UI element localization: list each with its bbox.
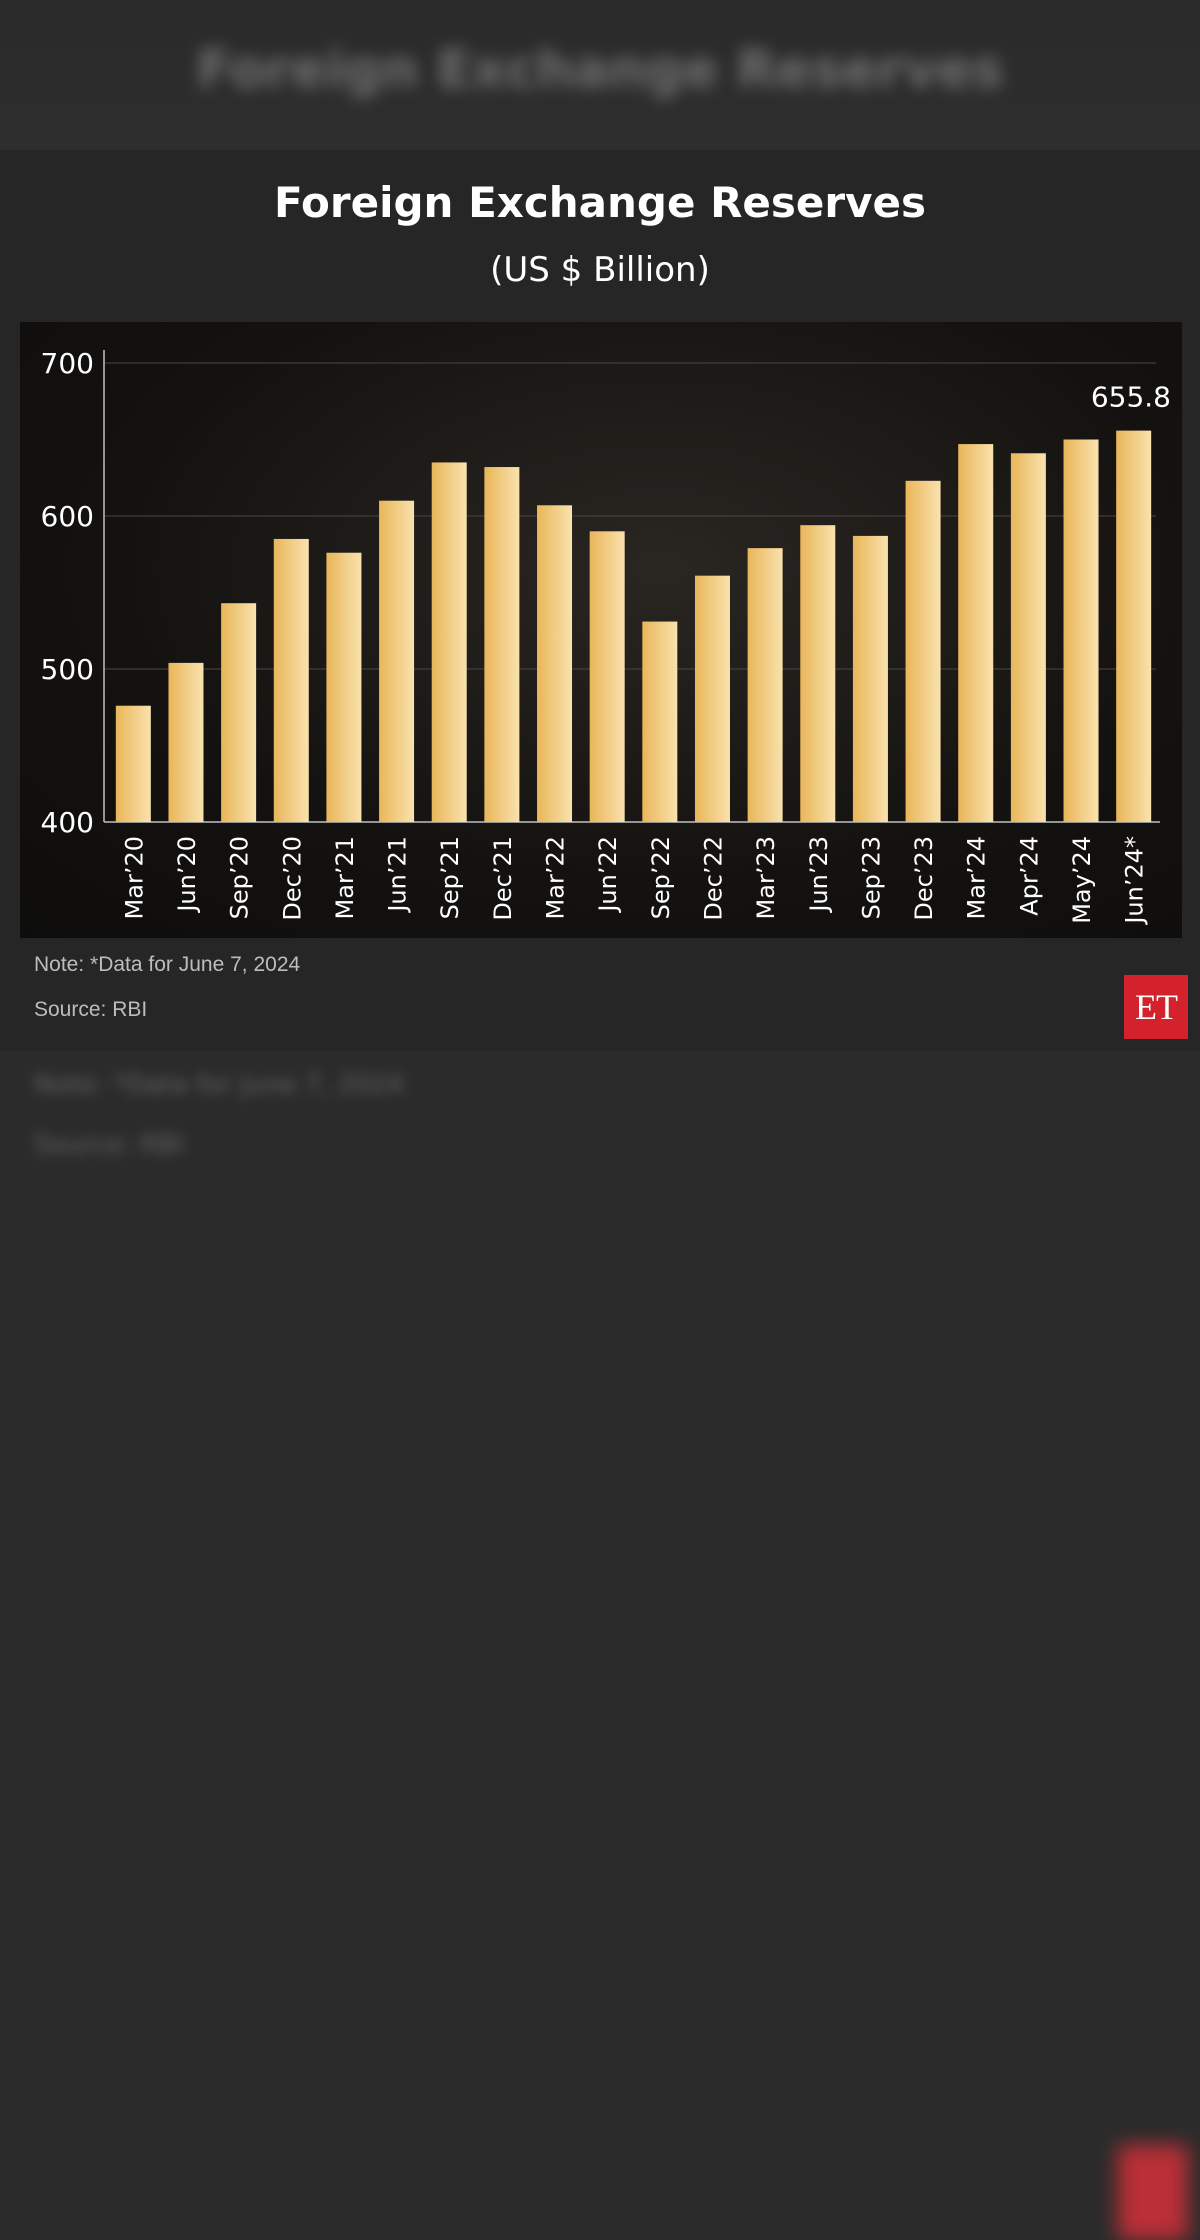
x-tick-label: Mar’22 xyxy=(542,836,570,919)
bar xyxy=(694,575,730,822)
bar xyxy=(905,480,941,822)
blurred-source-echo: Source: RBI xyxy=(34,1130,184,1160)
x-tick-label: Mar’20 xyxy=(120,836,148,919)
bar xyxy=(431,462,467,822)
x-tick-label: May’24 xyxy=(1068,836,1096,924)
bar xyxy=(484,467,520,822)
bar xyxy=(326,552,362,822)
bar xyxy=(1063,439,1099,822)
x-tick-label: Sep’21 xyxy=(436,836,464,919)
chart-title: Foreign Exchange Reserves xyxy=(274,178,926,227)
x-tick-label: Jun’24* xyxy=(1121,836,1149,926)
bar xyxy=(1010,453,1046,822)
bar xyxy=(273,538,309,822)
x-tick-label: Jun’20 xyxy=(173,836,201,914)
bar xyxy=(537,505,573,822)
bar xyxy=(1116,430,1152,822)
x-tick-label: Mar’23 xyxy=(752,836,780,919)
x-tick-label: Sep’20 xyxy=(226,836,254,919)
y-tick-label: 600 xyxy=(41,500,94,533)
x-tick-label: Sep’23 xyxy=(857,836,885,919)
source-text: Source: RBI xyxy=(34,998,148,1021)
x-tick-label: Mar’21 xyxy=(331,836,359,919)
bar xyxy=(958,444,994,822)
x-tick-label: Dec’21 xyxy=(489,836,517,921)
blurred-background-top: Foreign Exchange Reserves xyxy=(0,0,1200,150)
x-tick-label: Jun’21 xyxy=(384,836,412,914)
bar xyxy=(642,621,678,822)
bar xyxy=(747,548,783,822)
blurred-title-echo: Foreign Exchange Reserves xyxy=(196,40,1004,100)
footnote: Note: *Data for June 7, 2024 xyxy=(34,953,301,976)
x-tick-label: Jun’22 xyxy=(594,836,622,914)
bar xyxy=(589,531,625,822)
y-tick-label: 700 xyxy=(41,347,94,380)
x-tick-label: Dec’22 xyxy=(699,836,727,921)
data-label: 655.8 xyxy=(1091,381,1171,414)
et-logo: ET xyxy=(1124,975,1188,1039)
bar xyxy=(852,535,888,822)
x-tick-label: Dec’23 xyxy=(910,836,938,921)
blurred-note-echo: Note: *Data for June 7, 2024 xyxy=(34,1070,405,1100)
y-tick-label: 500 xyxy=(41,653,94,686)
bar-chart: 400 500 600 700 Mar’20 Jun’20 Sep’20 Dec’20 Mar… xyxy=(41,347,1171,926)
x-tick-label: Mar’24 xyxy=(963,836,991,919)
bar xyxy=(168,662,204,822)
x-tick-label: Dec’20 xyxy=(278,836,306,921)
y-tick-label: 400 xyxy=(41,806,94,839)
x-tick-label: Apr’24 xyxy=(1015,836,1043,916)
bar xyxy=(379,500,415,822)
x-tick-label: Jun’23 xyxy=(805,836,833,914)
bar xyxy=(800,525,836,822)
bar xyxy=(115,705,151,822)
bar xyxy=(221,603,257,822)
blurred-background-bottom: Note: *Data for June 7, 2024 Source: RBI xyxy=(0,1050,1200,2240)
blurred-logo-echo xyxy=(1118,2145,1188,2240)
chart-subtitle: (US $ Billion) xyxy=(490,250,710,290)
x-tick-label: Sep’22 xyxy=(647,836,675,919)
